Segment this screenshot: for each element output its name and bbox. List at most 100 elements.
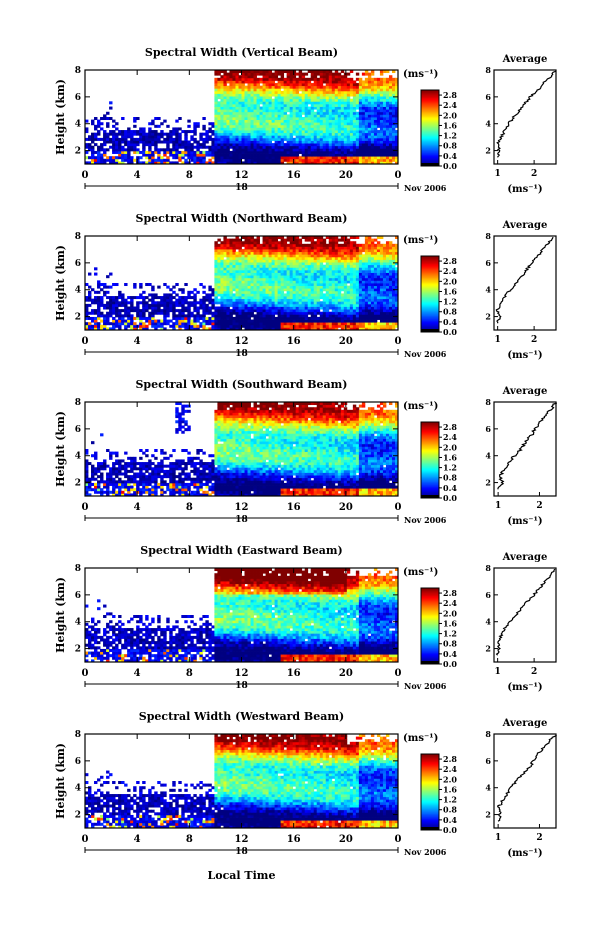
heatmap-cell [232,260,235,263]
heatmap-cell [308,254,311,257]
heatmap-cell [281,246,284,249]
heatmap-cell [184,141,187,144]
heatmap-cell [359,262,362,265]
heatmap-cell [293,257,296,260]
heatmap-cell [94,117,97,120]
heatmap-cell [220,322,223,325]
heatmap-cell [275,307,278,310]
heatmap-cell [371,122,374,125]
heatmap-cell [175,325,178,328]
heatmap-cell [347,91,350,94]
heatmap-cell [326,325,329,328]
heatmap-cell [284,325,287,328]
heatmap-cell [317,138,320,141]
heatmap-cell [332,254,335,257]
heatmap-cell [365,83,368,86]
heatmap-cell [142,301,145,304]
heatmap-cell [368,146,371,149]
heatmap-cell [251,112,254,115]
heatmap-cell [251,260,254,263]
heatmap-cell [389,151,392,154]
heatmap-cell [254,86,257,89]
heatmap-cell [251,114,254,117]
heatmap-cell [281,265,284,268]
heatmap-cell [359,96,362,99]
heatmap-cell [133,133,136,136]
heatmap-cell [338,154,341,157]
heatmap-cell [181,309,184,312]
heatmap-cell [341,252,344,255]
heatmap-cell [317,278,320,281]
heatmap-cell [362,254,365,257]
heatmap-cell [338,301,341,304]
heatmap-cell [248,117,251,120]
heatmap-cell [235,91,238,94]
heatmap-cell [257,273,260,276]
heatmap-cell [226,78,229,81]
heatmap-cell [242,309,245,312]
heatmap-cell [326,86,329,89]
heatmap-cell [272,299,275,302]
heatmap-cell [245,125,248,128]
heatmap-cell [238,122,241,125]
heatmap-cell [154,117,157,120]
heatmap-cell [305,260,308,263]
heatmap-cell [362,114,365,117]
heatmap-cell [272,101,275,104]
heatmap-cell [356,112,359,115]
heatmap-cell [232,299,235,302]
heatmap-cell [311,322,314,325]
heatmap-cell [163,299,166,302]
heatmap-cell [314,156,317,159]
heatmap-cell [257,317,260,320]
heatmap-cell [112,307,115,310]
heatmap-cell [353,112,356,115]
heatmap-cell [94,135,97,138]
heatmap-cell [254,314,257,317]
heatmap-cell [320,275,323,278]
average-y-tick-label: 4 [485,119,491,129]
heatmap-cell [341,75,344,78]
heatmap-cell [332,260,335,263]
heatmap-cell [148,154,151,157]
heatmap-cell [374,122,377,125]
heatmap-cell [202,151,205,154]
heatmap-cell [344,156,347,159]
heatmap-cell [329,288,332,291]
heatmap-cell [229,296,232,299]
heatmap-cell [380,133,383,136]
heatmap-cell [320,296,323,299]
heatmap-cell [311,122,314,125]
heatmap-cell [311,91,314,94]
heatmap-cell [338,244,341,247]
heatmap-cell [229,83,232,86]
heatmap-cell [278,301,281,304]
heatmap-cell [353,94,356,97]
heatmap-cell [220,101,223,104]
heatmap-cell [97,299,100,302]
heatmap-cell [232,301,235,304]
heatmap-cell [281,299,284,302]
heatmap-cell [380,101,383,104]
heatmap-cell [311,133,314,136]
heatmap-cell [172,151,175,154]
heatmap-cell [263,299,266,302]
heatmap-cell [374,88,377,91]
heatmap-cell [338,317,341,320]
heatmap-cell [190,146,193,149]
heatmap-cell [266,91,269,94]
heatmap-cell [365,86,368,89]
heatmap-cell [214,127,217,130]
heatmap-cell [302,80,305,83]
heatmap-cell [317,146,320,149]
heatmap-cell [223,143,226,146]
heatmap-cell [232,309,235,312]
heatmap-cell [226,91,229,94]
heatmap-cell [374,109,377,112]
heatmap-cell [290,309,293,312]
heatmap-cell [157,148,160,151]
heatmap-cell [263,138,266,141]
heatmap-cell [251,73,254,76]
heatmap-cell [341,322,344,325]
